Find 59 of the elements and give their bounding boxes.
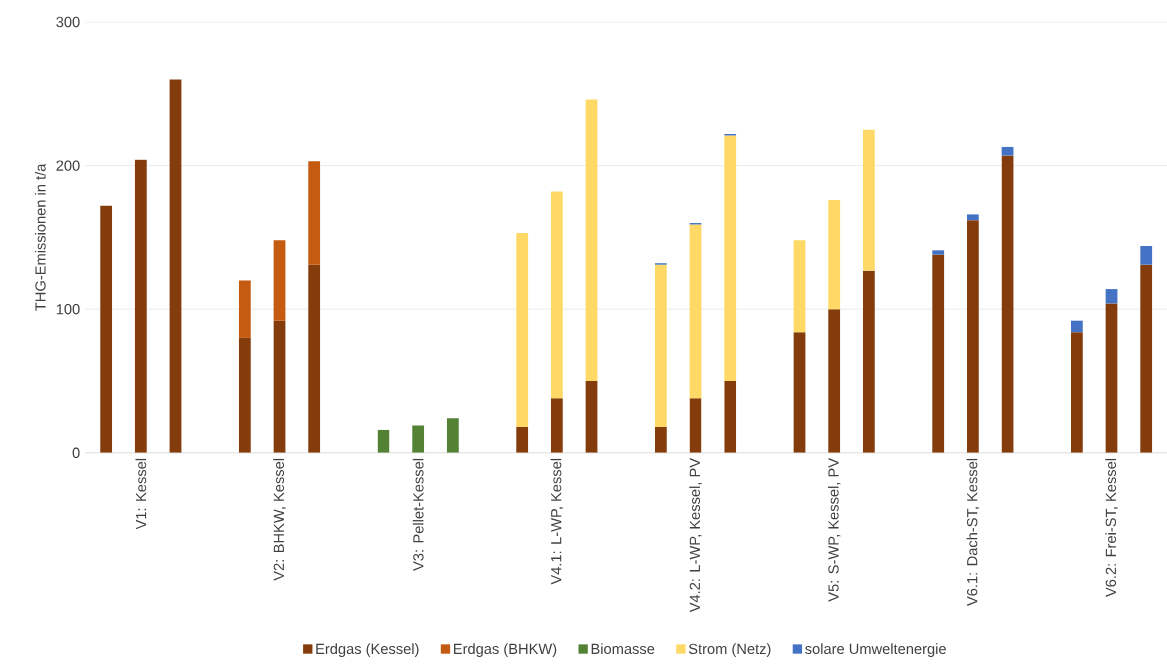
bar [932,250,945,255]
x-tick-label: V2: BHKW, Kessel [273,458,286,581]
x-tick-label: V6.2: Frei-ST, Kessel [1105,458,1118,597]
bar [1140,264,1153,453]
bar [1105,303,1118,453]
bar [932,254,945,453]
bar [1105,289,1118,304]
x-tick-label: V5: S-WP, Kessel, PV [827,457,841,602]
bar [308,161,321,265]
bar [516,233,529,427]
bar [724,380,737,453]
bar [550,398,563,453]
bar [654,426,667,453]
bar [1001,155,1014,453]
bar [273,320,286,453]
x-tick-label: V1: Kessel [135,458,147,530]
bar [1140,245,1153,265]
bar [446,418,459,453]
bar [654,264,667,427]
bar [862,270,875,453]
bar [966,214,979,221]
bar [516,426,529,453]
x-tick-label: V4.1: L-WP, Kessel [550,458,564,585]
bar [238,337,251,453]
bar [585,99,598,381]
legend-label: Erdgas (Kessel) [316,643,419,657]
y-tick-label: 300 [56,16,80,28]
x-tick-label: V3: Pellet-Kessel [412,458,424,571]
bar [1001,146,1014,156]
bar [793,332,806,453]
bar [862,129,875,271]
y-tick-label: 100 [56,303,80,315]
bar [585,380,598,453]
bar [273,240,286,321]
legend-label: solare Umweltenergie [805,643,946,657]
bar [169,79,182,453]
bar [828,309,841,453]
y-tick-label: 200 [56,160,80,171]
bar [828,199,841,310]
x-tick-label: V6.1: Dach-ST, Kessel [966,458,980,606]
bar [134,159,147,453]
y-tick-label: 0 [72,447,80,458]
bar [100,205,113,453]
y-axis-title: THG-Emissionen in t/a [34,163,46,311]
bar [1070,320,1083,333]
bar [308,264,321,453]
bar [966,220,979,453]
bar [412,425,425,453]
x-tick-label: V4.2: L-WP, Kessel, PV [689,457,702,613]
bar [550,191,563,399]
bar [724,135,737,381]
legend-label: Strom (Netz) [688,643,771,657]
bar [238,280,251,338]
bar [793,240,806,333]
bar [1070,332,1083,453]
bar [689,398,702,453]
bar [689,224,702,399]
legend-label: Biomasse [591,643,655,654]
legend-label: Erdgas (BHKW) [454,643,557,657]
